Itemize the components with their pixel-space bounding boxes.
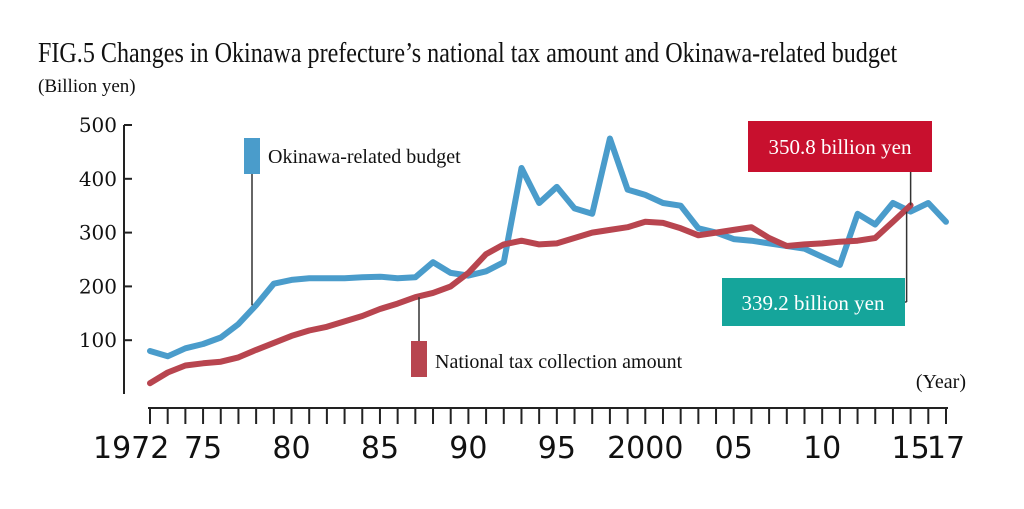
tax-legend-swatch xyxy=(411,341,427,377)
budget-value-callout-box xyxy=(722,278,905,326)
y-tick-label: 200 xyxy=(79,274,117,298)
x-tick-label: 75 xyxy=(184,431,222,466)
x-tick-label: 17 xyxy=(927,431,965,466)
x-tick-label: 2000 xyxy=(607,431,683,466)
annotation-layer: Okinawa-related budget National tax colle… xyxy=(244,121,932,377)
chart-title: FIG.5 Changes in Okinawa prefecture’s na… xyxy=(38,38,898,69)
x-tick-label: 85 xyxy=(361,431,399,466)
x-tick-label: 10 xyxy=(803,431,841,466)
tax-value-callout-box xyxy=(748,121,932,172)
tax-legend-label: National tax collection amount xyxy=(435,351,683,373)
series-layer xyxy=(147,135,949,387)
x-tick-label: 05 xyxy=(715,431,753,466)
y-tick-label: 100 xyxy=(79,328,117,352)
budget-series-line xyxy=(147,135,949,360)
budget-legend-label: Okinawa-related budget xyxy=(268,146,461,168)
tax-series-line xyxy=(147,202,914,387)
y-axis: 100 200 300 400 500 xyxy=(79,113,132,394)
y-tick-label: 300 xyxy=(79,221,117,245)
x-tick-label: 90 xyxy=(449,431,487,466)
tax-value-callout-label: 350.8 billion yen xyxy=(769,135,912,159)
x-tick-label: 80 xyxy=(272,431,310,466)
x-tick-label: 15 xyxy=(892,431,930,466)
x-tick-label: 1972 xyxy=(93,431,169,466)
y-tick-label: 500 xyxy=(79,113,117,137)
budget-legend-swatch xyxy=(244,138,260,174)
y-tick-label: 400 xyxy=(79,167,117,191)
budget-value-callout-label: 339.2 billion yen xyxy=(742,291,885,315)
x-tick-label: 95 xyxy=(538,431,576,466)
x-axis-label: (Year) xyxy=(916,371,966,393)
y-axis-unit-label: (Billion yen) xyxy=(38,76,136,97)
